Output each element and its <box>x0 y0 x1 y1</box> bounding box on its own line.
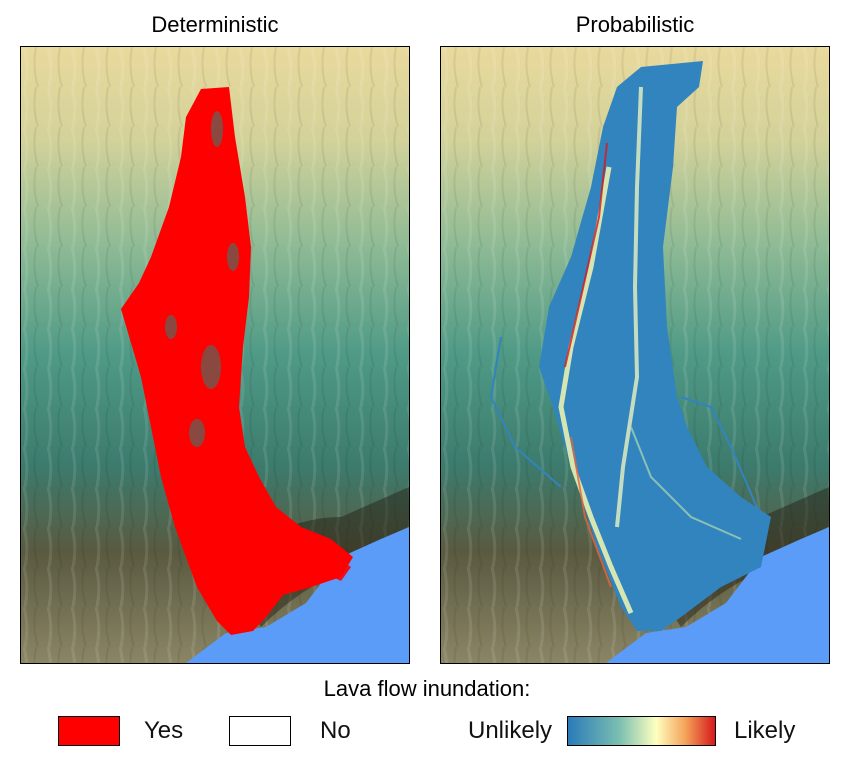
legend-title: Lava flow inundation: <box>323 676 531 701</box>
yes-swatch <box>58 716 120 746</box>
lava-flow-probabilistic <box>489 61 771 631</box>
sea <box>186 527 409 663</box>
deterministic-map <box>20 46 410 664</box>
likely-label: Likely <box>734 717 796 744</box>
probabilistic-title: Probabilistic <box>575 12 695 37</box>
no-swatch <box>229 716 291 746</box>
likelihood-colorbar <box>567 716 716 746</box>
deterministic-title: Deterministic <box>151 12 279 37</box>
no-label: No <box>320 717 351 744</box>
lava-flow-deterministic <box>121 87 353 635</box>
yes-label: Yes <box>144 717 184 744</box>
unlikely-label: Unlikely <box>468 717 553 744</box>
probabilistic-map <box>440 46 830 664</box>
